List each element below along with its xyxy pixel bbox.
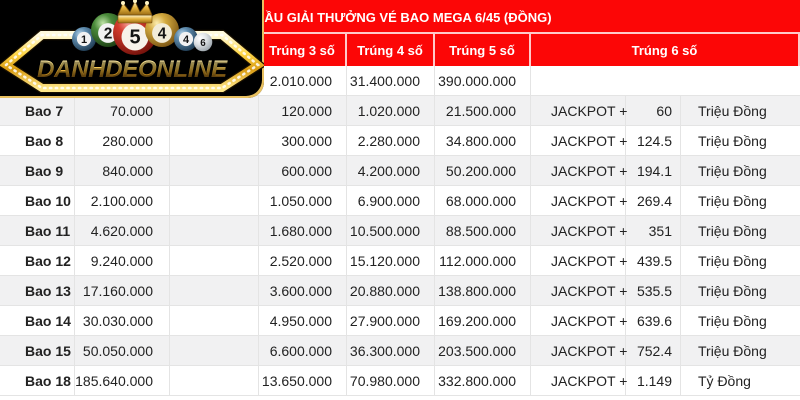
svg-text:2: 2: [104, 26, 113, 43]
svg-text:4: 4: [158, 26, 167, 43]
svg-text:4: 4: [183, 34, 190, 46]
svg-text:5: 5: [129, 27, 140, 49]
svg-text:1: 1: [81, 34, 87, 46]
svg-text:6: 6: [200, 38, 206, 49]
